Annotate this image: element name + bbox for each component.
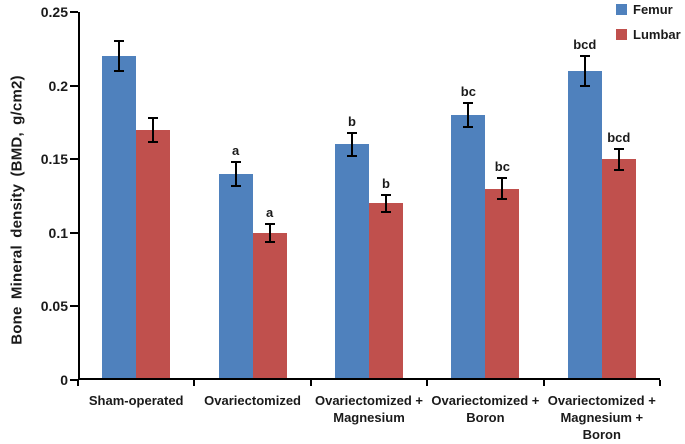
significance-label-femur-2: b bbox=[348, 113, 356, 129]
bar-femur-1 bbox=[218, 173, 253, 378]
error-bar-cap-top bbox=[497, 177, 508, 180]
significance-label-lumbar-3: bc bbox=[494, 159, 510, 175]
significance-label-femur-3: bc bbox=[460, 84, 476, 100]
bar-femur-0 bbox=[102, 56, 137, 378]
y-tick bbox=[70, 231, 78, 234]
bar-lumbar-3 bbox=[485, 188, 520, 378]
y-tick-label: 0 bbox=[60, 372, 68, 388]
y-tick-label: 0.1 bbox=[48, 224, 68, 241]
error-bar-cap-top bbox=[264, 222, 275, 225]
error-bar-line bbox=[617, 148, 620, 170]
bar-lumbar-2 bbox=[369, 203, 403, 378]
error-bar-line bbox=[268, 223, 271, 242]
x-tick bbox=[77, 380, 79, 386]
significance-label-femur-4: bcd bbox=[573, 37, 597, 53]
significance-label-lumbar-1: a bbox=[265, 204, 274, 220]
legend-item-lumbar: Lumbar bbox=[616, 27, 681, 42]
x-category-label: Ovariectomized bbox=[204, 393, 301, 408]
lumbar-legend-label: Lumbar bbox=[633, 27, 681, 42]
lumbar-legend-swatch bbox=[616, 29, 627, 40]
legend-item-femur: Femur bbox=[616, 2, 673, 17]
x-tick bbox=[309, 380, 312, 386]
error-bar-line bbox=[118, 41, 121, 71]
error-bar-line bbox=[583, 56, 586, 86]
error-bar-line bbox=[501, 178, 504, 199]
error-bar-cap-top bbox=[381, 193, 391, 196]
x-category-label: Sham-operated bbox=[88, 393, 184, 408]
error-bar-cap-top bbox=[347, 131, 357, 134]
bar-lumbar-1 bbox=[252, 232, 287, 378]
bar-lumbar-0 bbox=[136, 129, 171, 378]
x-category-label: Ovariectomized + Magnesium + Boron bbox=[547, 393, 656, 442]
error-bar-cap-bottom bbox=[347, 155, 357, 158]
bar-lumbar-4 bbox=[601, 159, 636, 378]
bar-femur-2 bbox=[335, 144, 369, 378]
y-tick bbox=[70, 158, 78, 161]
error-bar-cap-top bbox=[613, 147, 624, 150]
error-bar-cap-bottom bbox=[264, 240, 275, 243]
error-bar-cap-bottom bbox=[230, 184, 241, 187]
y-tick bbox=[70, 84, 78, 87]
error-bar-line bbox=[152, 117, 155, 142]
error-bar-cap-top bbox=[148, 116, 159, 119]
femur-legend-label: Femur bbox=[633, 2, 673, 17]
error-bar-cap-top bbox=[579, 55, 590, 58]
error-bar-line bbox=[351, 132, 353, 157]
x-tick bbox=[542, 380, 545, 386]
error-bar-cap-top bbox=[230, 161, 241, 164]
x-tick bbox=[193, 380, 196, 386]
error-bar-cap-bottom bbox=[114, 69, 125, 72]
y-tick-label: 0.15 bbox=[40, 151, 68, 168]
y-tick bbox=[70, 379, 78, 381]
error-bar-cap-bottom bbox=[463, 125, 474, 128]
significance-label-lumbar-2: b bbox=[382, 175, 390, 191]
error-bar-cap-bottom bbox=[497, 197, 508, 200]
error-bar-cap-bottom bbox=[381, 211, 391, 214]
error-bar-line bbox=[385, 194, 387, 213]
significance-label-lumbar-4: bcd bbox=[607, 129, 631, 145]
x-category-label: Ovariectomized + Boron bbox=[431, 393, 540, 425]
error-bar-cap-bottom bbox=[613, 168, 624, 171]
error-bar-cap-bottom bbox=[579, 84, 590, 87]
y-tick-label: 0.25 bbox=[40, 4, 68, 20]
bar-femur-4 bbox=[567, 70, 602, 378]
femur-legend-swatch bbox=[616, 4, 627, 15]
x-category-label: Ovariectomized + Magnesium bbox=[314, 393, 424, 425]
error-bar-cap-top bbox=[463, 102, 474, 105]
y-tick-label: 0.2 bbox=[48, 77, 68, 94]
x-tick bbox=[426, 380, 429, 386]
error-bar-cap-bottom bbox=[148, 140, 159, 143]
y-tick bbox=[70, 11, 78, 13]
x-tick bbox=[659, 380, 661, 386]
y-tick-label: 0.05 bbox=[40, 298, 68, 315]
bar-femur-3 bbox=[451, 115, 486, 378]
error-bar-cap-top bbox=[114, 40, 125, 43]
y-tick bbox=[70, 305, 78, 308]
error-bar-line bbox=[467, 103, 470, 127]
significance-label-femur-1: a bbox=[231, 143, 240, 159]
error-bar-line bbox=[234, 162, 237, 186]
